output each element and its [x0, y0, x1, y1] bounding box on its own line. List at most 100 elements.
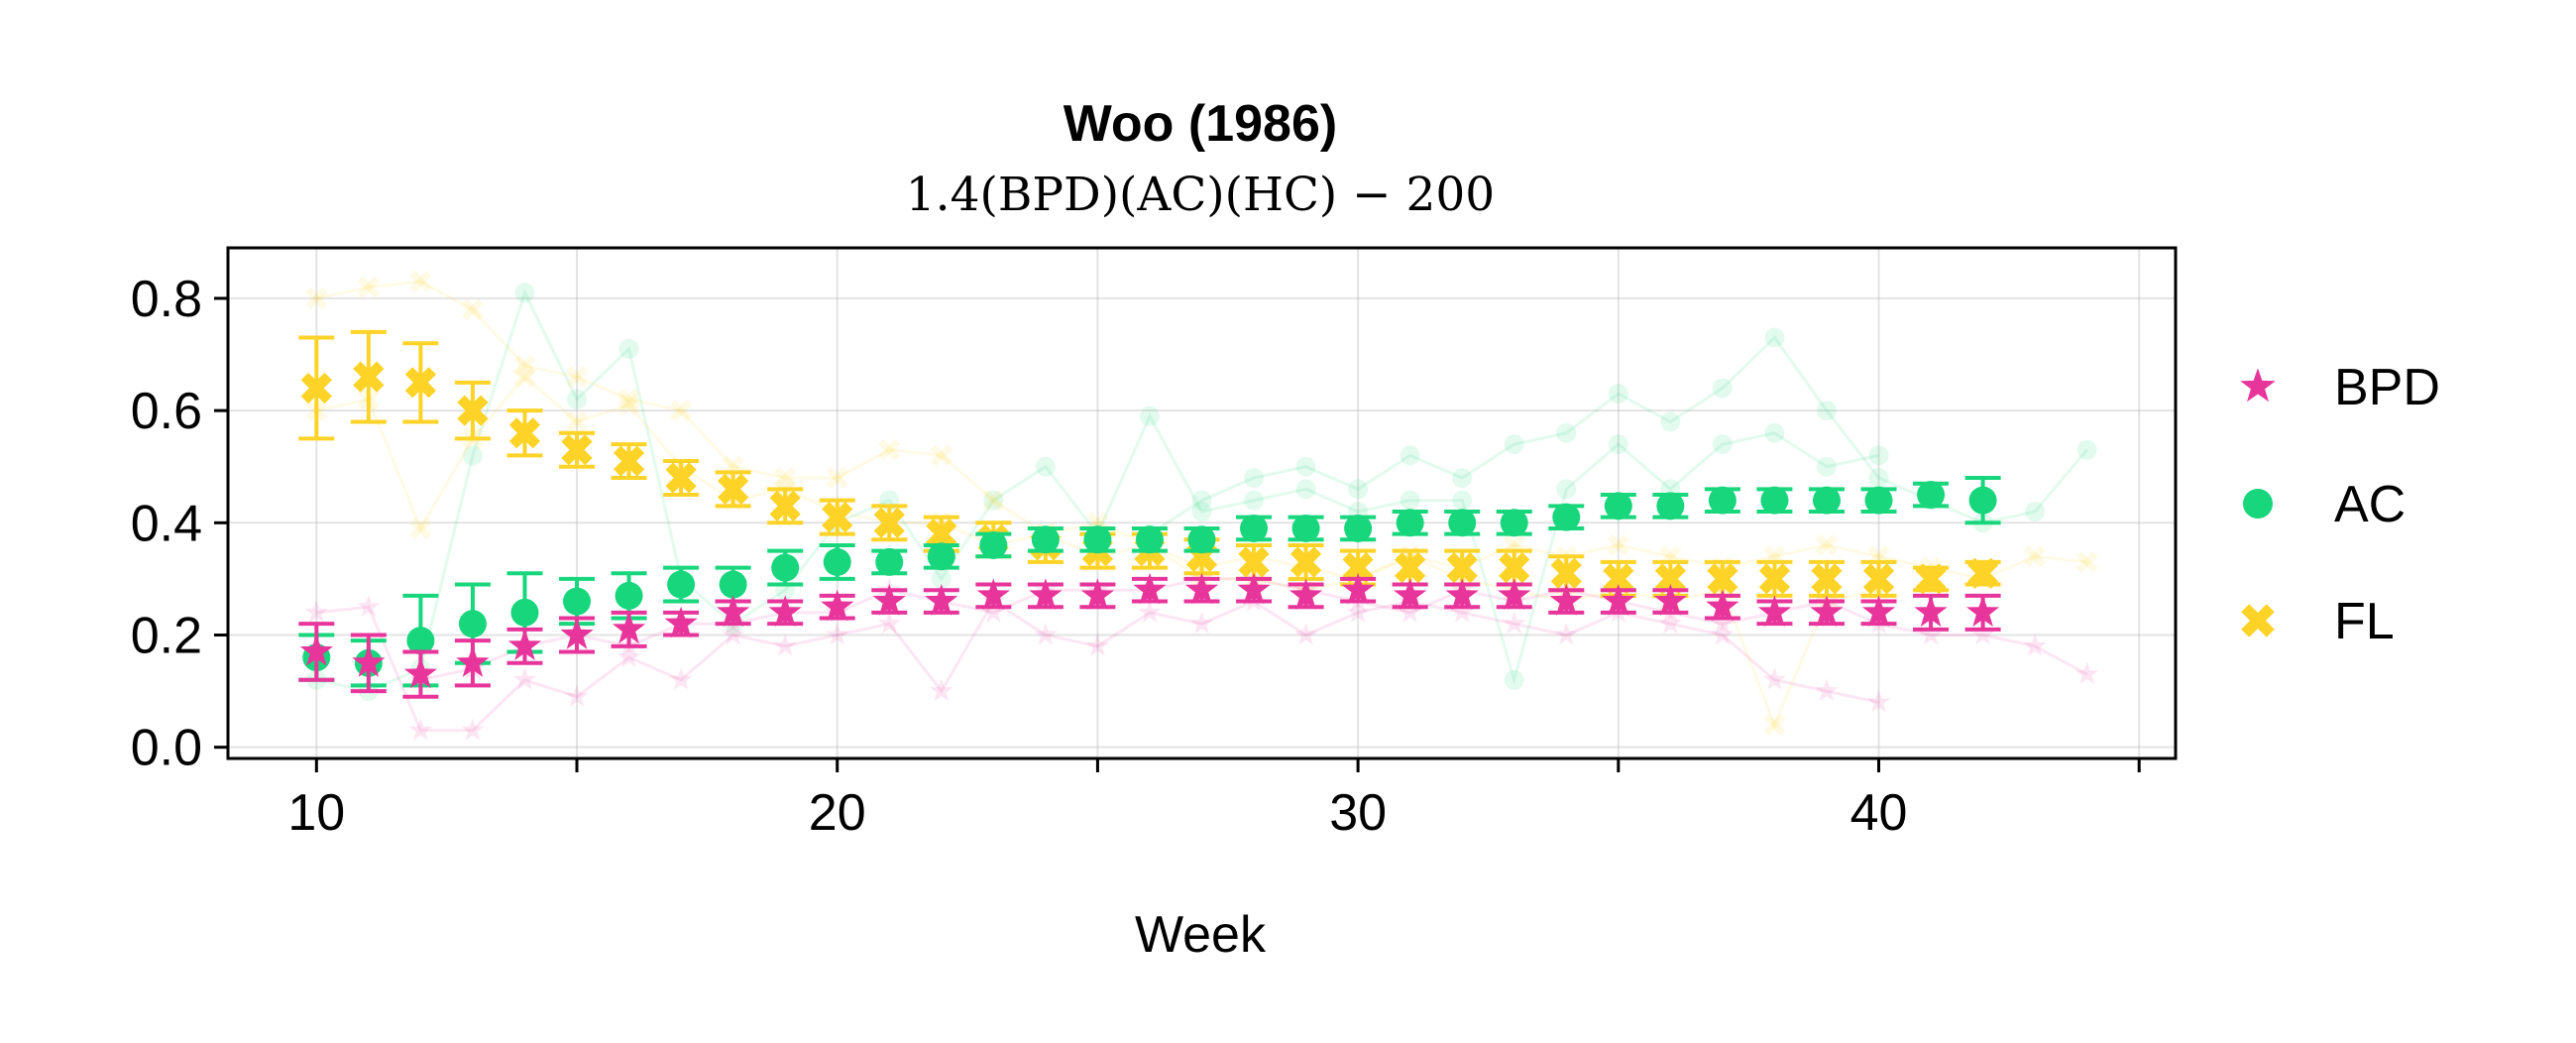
x-marker-stroke [617, 394, 640, 416]
data-point-x [513, 354, 536, 377]
data-point-circle [1552, 503, 1581, 531]
x-marker-stroke [409, 270, 432, 293]
data-point-x [1607, 533, 1629, 557]
data-point-star [825, 623, 849, 645]
data-point-star [1966, 595, 2000, 627]
data-point-x [409, 270, 432, 293]
data-point-star [1189, 611, 1214, 635]
data-point-circle [1608, 384, 1628, 405]
data-point-star [1138, 600, 1162, 623]
data-point-x [1707, 563, 1738, 595]
data-point-x [982, 489, 1005, 512]
x-marker-stroke [930, 444, 952, 467]
data-point-star [507, 629, 542, 660]
x-marker-stroke [1289, 546, 1322, 578]
y-tick-label: 0.6 [131, 383, 202, 440]
data-point-circle [2025, 501, 2046, 522]
x-marker-stroke [404, 367, 437, 399]
data-point-circle [1812, 486, 1841, 515]
data-point-x [718, 473, 749, 505]
chart-subtitle: 1.4(BPD)(AC)(HC) − 200 [906, 168, 1495, 222]
data-point-star [1861, 595, 1896, 627]
data-point-circle [1712, 434, 1733, 455]
data-point-circle [1452, 490, 1473, 511]
data-point-star [721, 623, 745, 645]
data-point-x [1289, 546, 1322, 578]
x-marker-stroke [617, 388, 640, 410]
data-point-star [1502, 611, 1526, 635]
data-point-x [926, 519, 957, 550]
data-point-star [1815, 678, 1839, 702]
data-point-star [821, 589, 854, 622]
x-marker-stroke [822, 502, 853, 533]
x-marker-stroke [718, 473, 749, 505]
data-point-star [773, 634, 798, 656]
x-marker-stroke [1446, 551, 1478, 584]
x-marker-stroke [2023, 545, 2047, 568]
data-point-x [1395, 551, 1426, 584]
data-point-star [1711, 611, 1735, 635]
x-marker-stroke [1763, 713, 1786, 737]
x-marker-stroke [1395, 551, 1426, 584]
data-point-star [1034, 623, 1058, 645]
data-point-circle [1764, 327, 1785, 348]
data-point-x [1499, 551, 1530, 584]
data-point-x [353, 361, 385, 393]
x-marker-stroke [409, 270, 432, 293]
data-point-star [1757, 595, 1792, 627]
data-point-circle [1400, 445, 1420, 466]
data-point-circle [1031, 525, 1060, 554]
data-point-star [461, 718, 485, 741]
data-point-circle [1083, 525, 1112, 554]
y-tick-label: 0.4 [131, 495, 202, 552]
data-point-x [1966, 557, 1999, 589]
x-marker-stroke [1915, 563, 1947, 595]
x-tick-label: 20 [809, 784, 866, 842]
data-point-circle [667, 570, 696, 599]
data-point-x [930, 444, 952, 467]
data-point-circle [1764, 422, 1785, 443]
x-marker-stroke [1758, 563, 1791, 595]
data-point-star [1658, 611, 1683, 635]
data-point-x [2241, 604, 2275, 637]
data-point-circle [1295, 456, 1316, 477]
data-point-circle [406, 627, 435, 655]
data-point-x [1550, 557, 1582, 589]
x-marker-stroke [1966, 557, 1999, 589]
data-point-circle [927, 542, 955, 571]
legend: BPD AC FL [2240, 359, 2440, 650]
data-point-star [616, 644, 641, 668]
x-marker-stroke [1707, 563, 1738, 595]
x-marker-stroke [461, 298, 485, 321]
data-point-star [560, 618, 594, 649]
x-marker-stroke [774, 466, 797, 490]
data-point-x [873, 507, 905, 538]
x-marker-stroke [1763, 713, 1786, 737]
data-point-star [1498, 578, 1531, 610]
x-marker-stroke [1654, 563, 1686, 595]
x-tick-label: 10 [287, 784, 345, 842]
x-marker-stroke [409, 517, 432, 540]
legend-label: FL [2334, 593, 2395, 650]
data-point-circle [1864, 486, 1893, 515]
x-marker-stroke [300, 372, 332, 405]
data-point-star [304, 600, 329, 623]
x-marker-stroke [353, 361, 385, 393]
data-point-circle [1816, 401, 1837, 421]
data-point-star [1184, 572, 1219, 605]
data-point-x [1446, 551, 1478, 584]
data-point-x [1862, 563, 1895, 595]
data-point-circle [1504, 434, 1524, 455]
chart-title: Woo (1986) [1064, 95, 1337, 153]
data-point-star [456, 645, 490, 677]
x-marker-stroke [774, 466, 797, 490]
data-point-circle [1400, 490, 1420, 511]
data-point-star [1762, 667, 1787, 690]
data-point-x [404, 367, 437, 399]
data-point-star [981, 600, 1006, 623]
plot-frame [226, 246, 2178, 760]
x-marker-stroke [305, 287, 328, 310]
data-point-x [774, 466, 797, 490]
data-point-x [1238, 546, 1270, 578]
